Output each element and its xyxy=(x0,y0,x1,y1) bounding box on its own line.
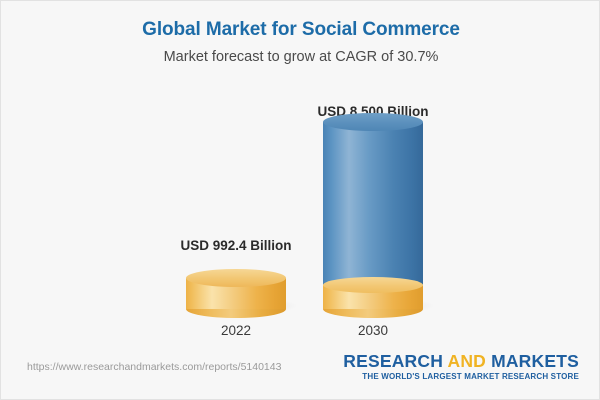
logo-wordmark: RESEARCH AND MARKETS xyxy=(343,352,579,370)
logo-tagline: THE WORLD'S LARGEST MARKET RESEARCH STOR… xyxy=(362,372,579,382)
bar-segment-divider-2030 xyxy=(323,277,423,293)
chart-subtitle: Market forecast to grow at CAGR of 30.7% xyxy=(163,49,439,65)
brand-logo[interactable]: RESEARCH AND MARKETS THE WORLD'S LARGEST… xyxy=(343,352,579,382)
bar-value-label-2022: USD 992.4 Billion xyxy=(180,238,292,253)
logo-text-research: RESEARCH xyxy=(343,351,444,371)
bar-cylinder-2030[interactable] xyxy=(323,113,435,318)
chart-header: Global Market for Social Commerce Market… xyxy=(1,19,599,65)
bar-top-ellipse-2022 xyxy=(186,269,286,287)
bar-top-ellipse-2030 xyxy=(323,113,423,131)
footer: https://www.researchandmarkets.com/repor… xyxy=(1,344,599,399)
source-url-link[interactable]: https://www.researchandmarkets.com/repor… xyxy=(27,361,282,373)
bar-group-2022: USD 992.4 Billion 2022 xyxy=(171,1,301,346)
bar-body-2030 xyxy=(323,122,423,285)
plot-area: USD 992.4 Billion 2022 USD 8,500 Billion… xyxy=(1,1,599,346)
x-axis-tick-2030: 2030 xyxy=(357,323,389,338)
logo-text-and: AND xyxy=(447,351,486,371)
bar-cylinder-2022[interactable] xyxy=(186,269,298,318)
page-title: Global Market for Social Commerce xyxy=(142,19,460,40)
bar-group-2030: USD 8,500 Billion 2030 xyxy=(308,1,438,346)
logo-text-markets: MARKETS xyxy=(491,351,579,371)
x-axis-tick-2022: 2022 xyxy=(220,323,252,338)
